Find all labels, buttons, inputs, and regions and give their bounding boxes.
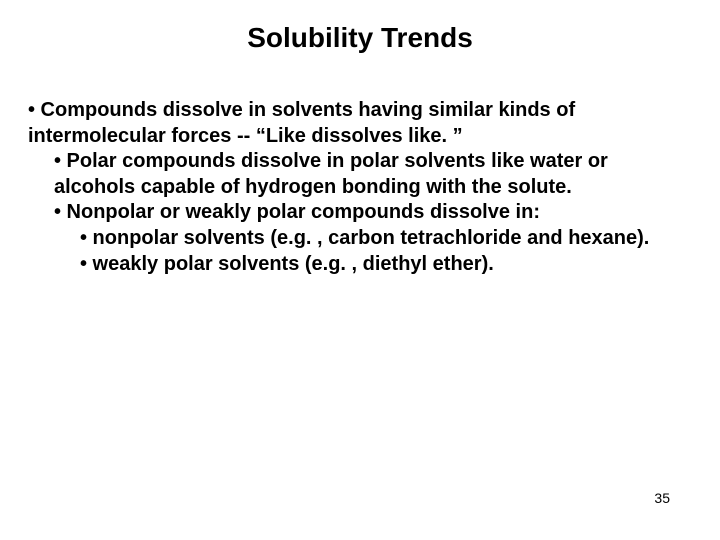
bullet-level-2: • nonpolar solvents (e.g. , carbon tetra… — [28, 226, 692, 252]
slide-content: • Compounds dissolve in solvents having … — [28, 98, 692, 277]
bullet-level-1: • Polar compounds dissolve in polar solv… — [28, 149, 692, 200]
slide: Solubility Trends • Compounds dissolve i… — [0, 0, 720, 540]
bullet-level-2: • weakly polar solvents (e.g. , diethyl … — [28, 252, 692, 278]
bullet-level-1: • Nonpolar or weakly polar compounds dis… — [28, 200, 692, 226]
slide-title: Solubility Trends — [28, 22, 692, 54]
bullet-level-0: • Compounds dissolve in solvents having … — [28, 98, 692, 149]
page-number: 35 — [654, 490, 670, 506]
